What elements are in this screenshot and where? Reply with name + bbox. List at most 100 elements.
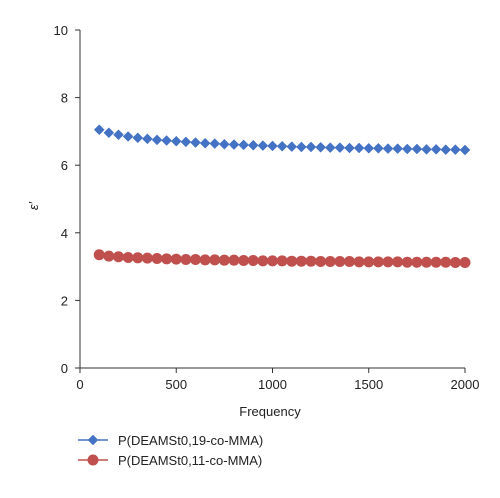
data-point	[218, 254, 230, 266]
data-point	[228, 139, 240, 150]
data-point	[142, 133, 153, 145]
y-axis-title: ε′	[26, 201, 41, 210]
x-tick-label: 500	[165, 377, 187, 392]
data-point	[170, 253, 182, 265]
data-point	[113, 129, 124, 141]
data-point	[315, 256, 327, 268]
axes-layer	[79, 30, 465, 369]
data-point	[372, 256, 384, 268]
data-point	[295, 255, 307, 267]
data-point	[296, 141, 307, 153]
legend-label: P(DEAMSt0,11-co-MMA)	[118, 453, 262, 468]
legend: P(DEAMSt0,19-co-MMA) P(DEAMSt0,11-co-MMA)	[78, 433, 263, 468]
data-point	[190, 254, 201, 266]
y-tick-label: 2	[61, 293, 68, 308]
y-tick-label: 8	[61, 91, 68, 106]
data-point	[238, 139, 249, 151]
data-point	[459, 257, 471, 269]
data-point	[324, 256, 336, 268]
data-point	[161, 135, 172, 146]
data-point	[373, 142, 384, 154]
y-tick-label: 6	[61, 158, 68, 173]
data-point	[344, 142, 355, 154]
data-point	[103, 127, 115, 139]
data-point	[315, 141, 326, 153]
data-point	[132, 252, 144, 264]
data-point	[382, 143, 394, 154]
legend-label: P(DEAMSt0,19-co-MMA)	[118, 433, 263, 448]
data-point	[180, 136, 192, 148]
data-point	[257, 255, 269, 267]
data-point	[228, 254, 240, 266]
legend-marker	[87, 434, 99, 446]
data-point	[449, 257, 461, 269]
data-point	[103, 250, 115, 262]
data-point	[430, 143, 442, 155]
data-point	[411, 256, 423, 268]
data-point	[276, 140, 288, 152]
series-layer	[93, 124, 471, 269]
data-point	[247, 139, 259, 151]
y-tick-label: 4	[61, 226, 68, 241]
data-point	[382, 256, 394, 268]
data-point	[219, 138, 230, 150]
data-point	[209, 254, 221, 266]
data-point	[353, 256, 365, 268]
x-tick-label: 0	[76, 377, 83, 392]
series-2	[93, 249, 471, 269]
data-point	[151, 134, 163, 146]
data-point	[267, 255, 278, 267]
data-point	[421, 256, 432, 268]
data-point	[353, 142, 365, 154]
data-point	[209, 138, 221, 149]
data-point	[363, 142, 375, 154]
data-point	[411, 143, 423, 155]
data-point	[267, 140, 278, 152]
data-point	[286, 141, 298, 152]
data-point	[421, 143, 432, 155]
y-tick-label: 10	[54, 23, 68, 38]
data-point	[286, 255, 298, 267]
data-point	[440, 256, 452, 268]
data-point	[305, 141, 317, 153]
data-point	[305, 255, 317, 267]
data-point	[450, 144, 461, 156]
data-point	[93, 124, 105, 136]
data-point	[122, 131, 134, 142]
data-point	[392, 256, 404, 268]
data-point	[344, 256, 355, 268]
data-point	[430, 256, 442, 268]
y-tick-label: 0	[61, 361, 68, 376]
x-tick-label: 2000	[451, 377, 480, 392]
data-point	[401, 143, 413, 155]
data-point	[170, 135, 182, 147]
legend-item-2: P(DEAMSt0,11-co-MMA)	[78, 453, 262, 468]
x-tick-label: 1500	[354, 377, 383, 392]
data-point	[324, 142, 336, 153]
data-point	[401, 256, 413, 268]
data-point	[180, 254, 192, 266]
data-point	[113, 251, 124, 263]
data-point	[151, 252, 163, 264]
legend-marker	[87, 454, 99, 466]
data-point	[161, 253, 173, 265]
data-point	[238, 255, 250, 267]
data-point	[93, 249, 105, 261]
data-point	[334, 256, 346, 268]
data-point	[199, 254, 211, 266]
data-point	[190, 137, 201, 148]
data-point	[247, 255, 259, 267]
data-point	[257, 140, 269, 151]
data-point	[276, 255, 288, 267]
x-axis-title: Frequency	[239, 404, 301, 419]
data-point	[392, 143, 403, 154]
data-point	[440, 144, 452, 156]
data-point	[122, 251, 134, 263]
data-point	[363, 256, 375, 268]
ticks-layer: 0 500 1000 1500 2000 0 2 4 6 8 10	[54, 23, 480, 392]
series-1	[93, 124, 471, 156]
x-tick-label: 1000	[258, 377, 287, 392]
data-point	[459, 144, 471, 156]
